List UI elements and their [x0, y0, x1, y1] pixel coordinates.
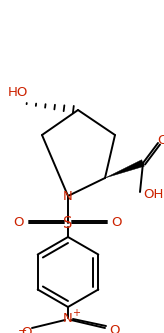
Text: O: O: [14, 216, 24, 229]
Text: O: O: [158, 135, 164, 148]
Polygon shape: [105, 160, 144, 178]
Text: O: O: [112, 216, 122, 229]
Text: S: S: [63, 215, 73, 230]
Text: O: O: [21, 326, 31, 333]
Text: −: −: [18, 326, 28, 333]
Text: +: +: [72, 308, 80, 318]
Text: N: N: [63, 189, 73, 202]
Text: N: N: [63, 311, 73, 324]
Text: O: O: [109, 324, 119, 333]
Text: OH: OH: [143, 188, 163, 201]
Text: HO: HO: [8, 87, 28, 100]
